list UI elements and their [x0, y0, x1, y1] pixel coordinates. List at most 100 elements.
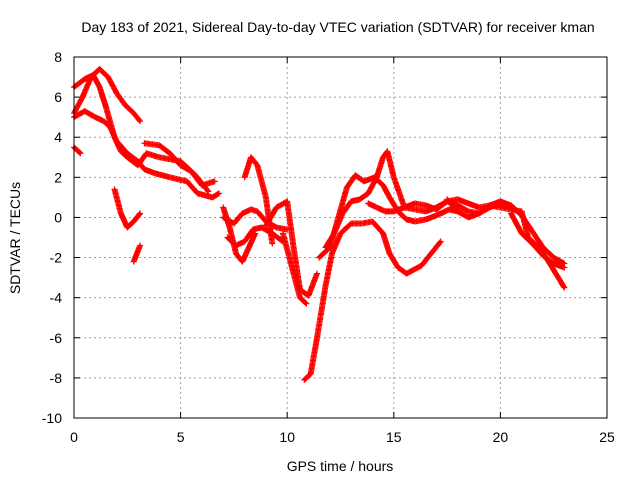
point-marker — [143, 150, 161, 160]
chart-title: Day 183 of 2021, Sidereal Day-to-day VTE… — [81, 19, 594, 35]
series-arc-5 — [111, 186, 144, 231]
x-tick-label: 0 — [70, 429, 78, 445]
series-arc-12 — [262, 198, 321, 299]
point-marker — [337, 221, 354, 237]
point-marker — [111, 186, 124, 216]
point-marker — [111, 134, 124, 154]
point-marker — [380, 182, 392, 200]
point-marker — [529, 228, 546, 250]
point-marker — [339, 199, 354, 217]
point-marker — [550, 254, 567, 266]
data-points — [71, 66, 568, 383]
y-tick-label: -10 — [42, 410, 62, 426]
point-marker — [254, 208, 268, 224]
point-marker — [373, 155, 386, 181]
point-marker — [215, 190, 222, 197]
y-tick-label: 4 — [54, 129, 62, 145]
point-marker — [124, 219, 136, 231]
x-tick-label: 5 — [177, 429, 185, 445]
y-tick-label: -8 — [50, 370, 63, 386]
point-marker — [135, 151, 149, 169]
point-marker — [301, 371, 313, 383]
point-marker — [561, 284, 568, 291]
point-marker — [418, 239, 443, 269]
point-marker — [307, 336, 320, 377]
point-marker — [444, 196, 460, 214]
point-marker — [254, 162, 269, 200]
point-marker — [262, 205, 279, 229]
point-marker — [211, 178, 218, 185]
series-arc-7 — [141, 140, 218, 189]
y-tick-label: 2 — [54, 169, 62, 185]
plot-border — [73, 56, 608, 419]
point-marker — [103, 104, 118, 139]
point-marker — [245, 231, 258, 251]
y-tick-label: -2 — [50, 250, 63, 266]
y-tick-label: 6 — [54, 89, 62, 105]
point-marker — [241, 227, 256, 245]
y-tick-label: 8 — [54, 49, 62, 65]
point-marker — [303, 300, 310, 307]
point-marker — [476, 203, 492, 217]
point-marker — [305, 271, 320, 299]
point-marker — [508, 210, 525, 236]
point-marker — [314, 270, 321, 277]
point-marker — [239, 245, 252, 265]
point-marker — [209, 191, 221, 201]
x-tick-label: 10 — [279, 429, 295, 445]
point-marker — [269, 240, 276, 247]
point-marker — [248, 154, 260, 168]
point-marker — [81, 108, 98, 120]
series-arc-11 — [241, 154, 276, 247]
point-marker — [137, 242, 144, 249]
series-arc-14 — [301, 218, 444, 383]
point-marker — [290, 270, 303, 300]
point-marker — [390, 174, 407, 210]
point-marker — [184, 178, 200, 196]
point-marker — [322, 251, 335, 289]
point-marker — [529, 240, 546, 258]
point-marker — [96, 66, 111, 80]
x-tick-label: 15 — [386, 429, 402, 445]
point-marker — [329, 231, 343, 257]
point-marker — [124, 150, 140, 164]
point-marker — [188, 168, 205, 188]
point-marker — [518, 208, 531, 240]
point-marker — [433, 199, 449, 213]
point-marker — [230, 211, 245, 227]
point-marker — [77, 150, 84, 157]
point-marker — [137, 118, 144, 125]
point-marker — [117, 210, 130, 230]
point-marker — [96, 84, 109, 109]
point-marker — [386, 250, 401, 270]
point-marker — [177, 162, 194, 174]
x-axis-title: GPS time / hours — [287, 458, 394, 474]
axes: 0 5 10 15 20 25 -10 -8 -6 -4 -2 0 2 4 6 8 — [42, 49, 615, 445]
y-tick-label: 0 — [54, 209, 62, 225]
point-marker — [79, 75, 94, 101]
y-axis-title: SDTVAR / TECUs — [7, 182, 23, 294]
point-marker — [117, 148, 130, 160]
point-marker — [384, 148, 397, 179]
point-marker — [540, 244, 556, 260]
point-marker — [331, 211, 346, 237]
point-marker — [322, 231, 337, 251]
point-marker — [279, 230, 297, 276]
point-marker — [552, 270, 567, 290]
point-marker — [540, 252, 556, 266]
point-marker — [403, 263, 424, 277]
point-marker — [343, 173, 358, 191]
point-marker — [122, 102, 136, 116]
series-arc-4 — [71, 66, 144, 125]
point-marker — [130, 211, 143, 225]
point-marker — [561, 264, 568, 271]
point-marker — [198, 178, 217, 189]
point-marker — [130, 110, 143, 124]
point-marker — [437, 238, 444, 245]
x-tick-label: 20 — [493, 429, 509, 445]
point-marker — [380, 230, 393, 256]
point-marker — [105, 74, 119, 95]
series-arc-6 — [130, 242, 144, 265]
point-marker — [113, 90, 128, 107]
